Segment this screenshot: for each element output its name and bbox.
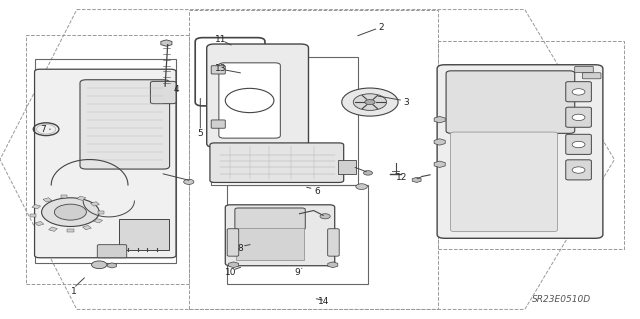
FancyBboxPatch shape (219, 63, 280, 138)
FancyBboxPatch shape (119, 219, 169, 250)
FancyBboxPatch shape (566, 134, 591, 154)
Text: 6: 6 (314, 187, 319, 196)
Bar (77, 196, 86, 200)
Circle shape (184, 179, 194, 184)
FancyBboxPatch shape (207, 44, 308, 147)
Bar (67, 229, 74, 232)
Bar (83, 226, 92, 230)
Bar (94, 219, 102, 223)
FancyBboxPatch shape (211, 66, 225, 74)
FancyBboxPatch shape (566, 107, 591, 127)
Text: 7: 7 (41, 125, 46, 134)
Circle shape (572, 167, 585, 173)
Bar (189, 10, 438, 309)
Bar (43, 198, 52, 202)
FancyBboxPatch shape (338, 160, 356, 174)
Text: 9: 9 (295, 268, 300, 277)
FancyBboxPatch shape (80, 80, 170, 169)
Circle shape (353, 94, 387, 110)
Circle shape (356, 184, 367, 189)
FancyBboxPatch shape (437, 65, 603, 238)
FancyBboxPatch shape (328, 229, 339, 256)
Text: 13: 13 (215, 64, 227, 73)
Bar (35, 221, 44, 226)
Text: 2: 2 (378, 23, 383, 32)
Text: 1: 1 (71, 287, 76, 296)
Bar (32, 204, 40, 209)
Text: 14: 14 (317, 297, 329, 306)
Text: 8: 8 (237, 244, 243, 253)
Text: 12: 12 (396, 173, 407, 182)
FancyBboxPatch shape (582, 73, 601, 79)
FancyBboxPatch shape (236, 228, 304, 260)
Bar (227, 185, 368, 284)
Circle shape (92, 261, 107, 269)
FancyBboxPatch shape (211, 120, 225, 128)
FancyBboxPatch shape (566, 160, 591, 180)
Bar (35, 59, 176, 263)
Circle shape (572, 114, 585, 121)
Circle shape (365, 100, 375, 105)
FancyBboxPatch shape (210, 143, 344, 182)
Bar (98, 211, 104, 214)
Circle shape (54, 204, 86, 220)
Bar (438, 41, 624, 249)
FancyBboxPatch shape (566, 82, 591, 102)
Circle shape (320, 214, 330, 219)
FancyBboxPatch shape (235, 208, 305, 230)
Bar (30, 214, 36, 217)
Bar (211, 57, 358, 185)
FancyBboxPatch shape (225, 205, 335, 266)
FancyBboxPatch shape (150, 81, 176, 104)
FancyBboxPatch shape (575, 66, 593, 72)
Circle shape (364, 171, 372, 175)
Text: SR23E0510D: SR23E0510D (532, 295, 591, 304)
Text: 3: 3 (404, 98, 409, 107)
FancyBboxPatch shape (451, 132, 557, 232)
FancyBboxPatch shape (35, 69, 176, 258)
Circle shape (225, 88, 274, 113)
Bar (26, 35, 189, 284)
Text: 10: 10 (225, 268, 236, 277)
Bar (61, 195, 67, 198)
Circle shape (572, 141, 585, 148)
Text: 11: 11 (215, 35, 227, 44)
Circle shape (572, 89, 585, 95)
Bar (49, 227, 58, 231)
FancyBboxPatch shape (97, 245, 127, 258)
Circle shape (42, 198, 99, 226)
FancyBboxPatch shape (227, 229, 239, 256)
Bar (91, 202, 99, 206)
Text: 4: 4 (173, 85, 179, 94)
Text: 5: 5 (198, 130, 203, 138)
FancyBboxPatch shape (446, 71, 575, 133)
Circle shape (342, 88, 398, 116)
